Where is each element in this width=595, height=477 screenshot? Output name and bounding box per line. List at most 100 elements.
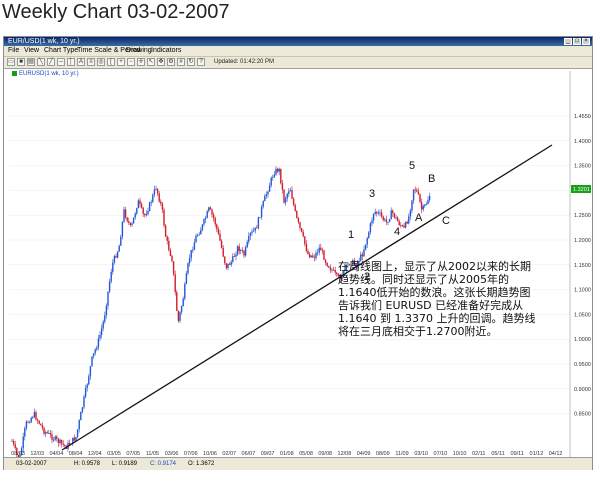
menu-time-scale[interactable]: Time Scale & Period <box>77 47 141 54</box>
candle-body <box>107 291 109 306</box>
candle-body <box>24 428 26 437</box>
candle-body <box>372 213 375 221</box>
help-icon[interactable]: ? <box>197 58 205 66</box>
x-tick-label: 07/06 <box>184 451 198 457</box>
candle-body <box>128 221 130 223</box>
candle-body <box>404 221 407 228</box>
candle-body <box>38 420 40 424</box>
candle-body <box>230 261 232 265</box>
candle-body <box>56 436 58 439</box>
candle-body <box>220 240 223 248</box>
grid-icon[interactable]: # <box>177 58 185 66</box>
candle-body <box>334 269 336 273</box>
candle-body <box>142 207 144 214</box>
candle-body <box>233 256 236 258</box>
settings-icon[interactable]: ⚙ <box>167 58 175 66</box>
menu-indicators[interactable]: Indicators <box>151 47 182 54</box>
candle-body <box>200 230 202 235</box>
candle-body <box>369 223 372 233</box>
candle-body <box>163 209 165 226</box>
menu-drawing[interactable]: Drawing <box>126 47 152 54</box>
candle-body <box>94 349 96 354</box>
candle-body <box>280 168 282 184</box>
bracket-icon[interactable]: [ <box>107 58 115 66</box>
candle-body <box>89 366 92 377</box>
candle-body <box>124 209 127 218</box>
candle-body <box>243 250 245 256</box>
candle-body <box>185 273 188 285</box>
candle-body <box>174 274 176 293</box>
zoom-in-icon[interactable]: + <box>117 58 125 66</box>
candle-body <box>262 201 264 207</box>
candle-body <box>276 168 279 172</box>
candle-body <box>201 224 204 231</box>
candle-body <box>387 221 389 223</box>
candle-body <box>401 225 404 227</box>
trendline-icon[interactable]: ╱ <box>47 58 55 66</box>
candle-body <box>297 217 300 223</box>
candle-body <box>264 196 266 202</box>
candle-body <box>265 194 268 197</box>
x-tick-label: 11/05 <box>146 451 159 457</box>
candle-body <box>204 217 207 220</box>
vertical-line-icon[interactable]: │ <box>67 58 75 66</box>
candle-body <box>75 436 77 441</box>
chart-area[interactable]: EURUSD(1 wk, 10 yr.) 1.4550 1.4000 1.3500 1… <box>4 69 592 457</box>
x-tick-label: 09/07 <box>261 451 275 457</box>
y-tick-label: 1.0500 <box>574 312 591 318</box>
print-icon[interactable]: ▤ <box>27 58 35 66</box>
menu-view[interactable]: View <box>24 47 40 54</box>
candle-body <box>270 177 272 186</box>
candle-body <box>409 210 412 217</box>
candle-body <box>80 412 82 421</box>
candle-body <box>323 250 325 260</box>
candle-body <box>182 298 184 307</box>
candle-body <box>212 214 215 218</box>
fibonacci-icon[interactable]: ≡ <box>87 58 95 66</box>
candle-body <box>12 440 15 445</box>
zoom-out-icon[interactable]: − <box>127 58 135 66</box>
candle-body <box>342 270 344 277</box>
candle-body <box>244 247 247 256</box>
candle-body <box>126 217 128 222</box>
candle-body <box>331 269 333 271</box>
candle-body <box>132 217 135 224</box>
minimize-button[interactable]: _ <box>564 38 572 45</box>
candle-body <box>235 254 237 257</box>
candle-body <box>20 448 23 455</box>
target-icon[interactable]: ◎ <box>97 58 105 66</box>
menu-file[interactable]: File <box>8 47 20 54</box>
open-icon[interactable]: ▭ <box>7 58 15 66</box>
candle-body <box>345 265 348 271</box>
pan-icon[interactable]: ✥ <box>157 58 165 66</box>
horizontal-line-icon[interactable]: ─ <box>57 58 65 66</box>
crosshair-icon[interactable]: ✛ <box>137 58 145 66</box>
candle-body <box>172 261 175 275</box>
maximize-button[interactable]: □ <box>573 38 581 45</box>
close-button[interactable]: × <box>582 38 590 45</box>
candle-body <box>203 219 205 225</box>
cursor-icon[interactable]: ↖ <box>147 58 155 66</box>
x-tick-label: 03/05 <box>107 451 121 457</box>
x-tick-label: 08/09 <box>376 451 390 457</box>
text-tool-icon[interactable]: A <box>77 58 85 66</box>
chart-window: EUR/USD(1 wk, 10 yr.) _ □ × File View Ch… <box>3 36 593 470</box>
x-tick-label: 05/08 <box>299 451 313 457</box>
menu-chart-type[interactable]: Chart Type <box>44 47 79 54</box>
candle-body <box>108 281 111 292</box>
candle-body <box>400 225 402 226</box>
candle-body <box>411 200 413 211</box>
candle-body <box>307 250 309 255</box>
status-close: C: 0.9174 <box>150 461 177 467</box>
refresh-icon[interactable]: ↻ <box>187 58 195 66</box>
draw-line-icon[interactable]: ╲ <box>37 58 45 66</box>
candle-body <box>419 194 421 203</box>
candle-body <box>321 250 324 252</box>
candle-body <box>428 196 431 201</box>
candle-body <box>92 353 95 357</box>
candle-body <box>46 432 48 434</box>
candle-body <box>206 211 208 218</box>
save-icon[interactable]: ■ <box>17 58 25 66</box>
y-tick-label: 1.1000 <box>574 288 591 294</box>
candle-body <box>176 292 178 311</box>
